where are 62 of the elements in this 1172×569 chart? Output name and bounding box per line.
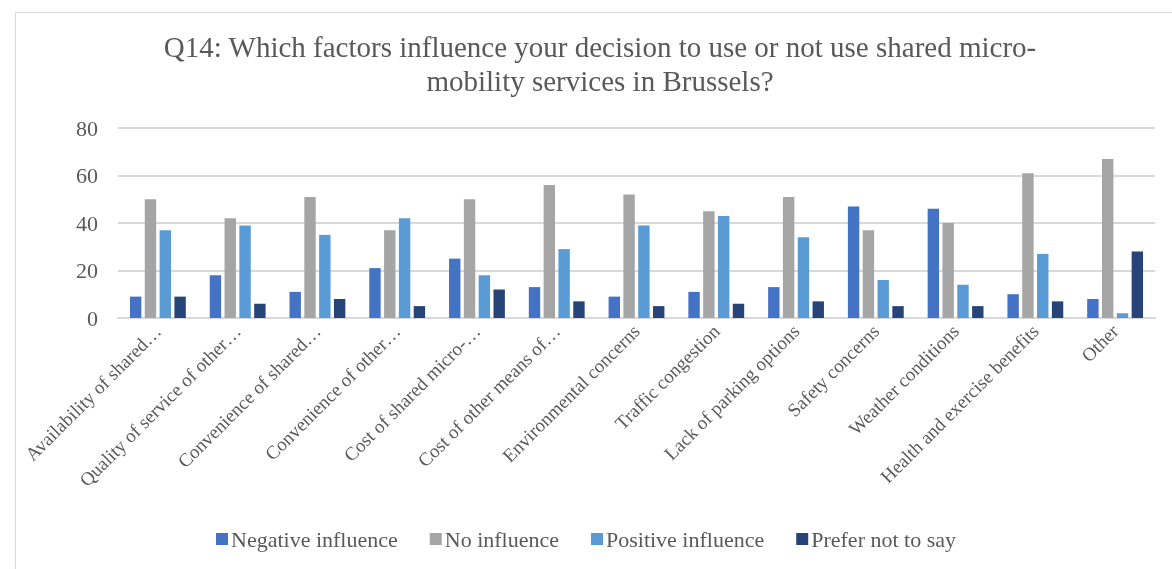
bar (528, 287, 541, 318)
bar (558, 249, 570, 318)
bar (304, 196, 316, 318)
bar (862, 230, 875, 318)
bar (209, 275, 222, 318)
bar (812, 301, 824, 318)
bar (703, 211, 715, 318)
legend-label: Negative influence (230, 526, 398, 552)
bar (623, 194, 635, 318)
bar (463, 199, 476, 318)
bar (369, 268, 381, 318)
bar (732, 303, 745, 318)
bar (847, 206, 860, 318)
bar (573, 301, 585, 318)
bar (927, 208, 940, 318)
legend-label: Prefer not to say (811, 526, 957, 552)
bar (688, 291, 700, 318)
bar (449, 258, 461, 318)
bar (717, 215, 730, 318)
bar (653, 306, 665, 318)
bar (144, 199, 157, 318)
bar (1007, 294, 1019, 318)
bar (1037, 253, 1049, 318)
bar (224, 218, 236, 318)
bar (942, 223, 954, 318)
bar (638, 225, 650, 318)
bar (877, 280, 889, 318)
bar (1131, 251, 1144, 318)
bar (384, 230, 396, 318)
y-tick-label: 80 (76, 115, 98, 141)
y-tick-label: 60 (76, 163, 98, 188)
bar (239, 225, 251, 318)
bar (1087, 299, 1099, 318)
bar (159, 230, 171, 318)
bar (413, 306, 426, 318)
bar (782, 196, 795, 318)
bar (1102, 158, 1114, 318)
bar (608, 296, 620, 318)
bar (289, 291, 301, 318)
legend-label: Positive influence (605, 526, 765, 552)
bar (319, 234, 331, 318)
bar (768, 287, 780, 318)
bar (254, 303, 266, 318)
bar (972, 306, 984, 318)
bar (478, 275, 491, 318)
bar (957, 284, 969, 318)
bar (892, 306, 904, 318)
bar (1022, 173, 1034, 318)
bar (1051, 301, 1064, 318)
legend-label: No influence (444, 526, 559, 552)
chart-title: Q14: Which factors influence your decision to use or not use shared micro-mobility services in Brussels? (162, 30, 1038, 98)
y-tick-label: 40 (76, 210, 98, 236)
bar (493, 289, 505, 318)
bar (1116, 313, 1129, 318)
bar (174, 296, 186, 318)
bar (797, 237, 810, 318)
bar (129, 296, 142, 318)
bar (333, 299, 346, 318)
y-tick-label: 20 (76, 258, 98, 283)
bar (398, 218, 411, 318)
y-tick-label: 0 (87, 305, 98, 331)
bar (543, 185, 556, 318)
